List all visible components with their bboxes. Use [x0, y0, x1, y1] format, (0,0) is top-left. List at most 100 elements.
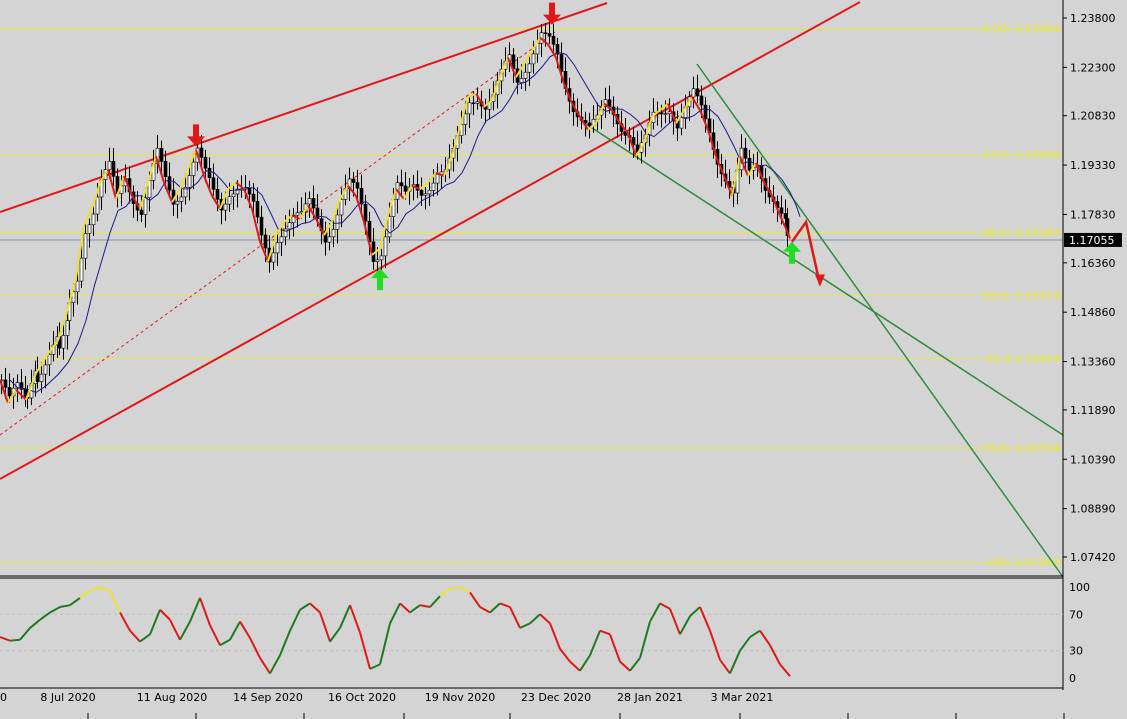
candle — [47, 342, 52, 377]
candle — [523, 61, 528, 91]
fast-moving-average-segment — [691, 96, 701, 111]
candle — [527, 56, 532, 87]
candle — [431, 168, 436, 197]
indicator-segment — [459, 586, 471, 594]
candle-body — [779, 207, 784, 214]
indicator-segment — [389, 602, 401, 624]
fib-label-2: 38.2- 1.17287 — [983, 226, 1060, 239]
indicator-segment — [689, 606, 701, 617]
price-tick-label: 1.20830 — [1070, 110, 1116, 123]
candle-body — [363, 203, 368, 222]
candle-body — [191, 161, 196, 176]
indicator-segment — [279, 630, 291, 656]
indicator-segment — [139, 633, 151, 643]
candle — [255, 187, 260, 224]
candle-body — [607, 99, 612, 108]
fibonacci-levels: 0.00- 1.23484 23.6- 1.19656 38.2- 1.17287 5… — [0, 22, 1063, 569]
fast-moving-average-segment — [531, 37, 541, 52]
candle-body — [419, 189, 424, 196]
fast-moving-average-segment — [227, 181, 237, 190]
indicator-segment — [779, 663, 791, 677]
fast-moving-average-segment — [371, 247, 381, 256]
indicator-segment — [319, 612, 331, 642]
fast-moving-average-segment — [603, 102, 613, 111]
candle — [467, 96, 472, 129]
candle — [379, 248, 384, 274]
candle — [427, 178, 432, 206]
candle-body — [295, 212, 300, 216]
candle — [423, 187, 428, 210]
candle — [7, 373, 12, 404]
candle-body — [387, 216, 392, 238]
fast-moving-average-segment — [299, 205, 309, 220]
fast-moving-average-segment — [739, 155, 749, 177]
projection-arrow — [790, 218, 822, 285]
candle — [61, 323, 66, 360]
price-tick-label: 1.16360 — [1070, 257, 1116, 270]
indicator-segment — [219, 638, 231, 647]
fast-moving-average-segment — [179, 168, 189, 190]
moving-averages — [0, 36, 801, 404]
fast-moving-average-segment — [539, 36, 549, 46]
candle-body — [247, 187, 252, 195]
candle-body — [519, 78, 524, 83]
candle — [691, 76, 696, 109]
fast-moving-average-segment — [323, 221, 333, 236]
fast-moving-average-segment — [363, 221, 373, 256]
fast-moving-average-segment — [579, 116, 589, 131]
fast-moving-average-segment — [15, 389, 27, 401]
candle-body — [463, 113, 468, 125]
fast-moving-average-segment — [195, 149, 205, 177]
indicator-segment — [599, 629, 611, 636]
candle-body — [527, 63, 532, 73]
candle — [355, 169, 360, 199]
candle — [631, 127, 636, 158]
fast-moving-average-segment — [555, 57, 565, 85]
indicator-segment — [149, 609, 161, 635]
candle — [747, 149, 752, 185]
candle-body — [315, 207, 320, 219]
candle-body — [79, 257, 84, 282]
fast-moving-average-segment — [755, 162, 765, 183]
fast-moving-average-segment — [139, 182, 149, 210]
candle-body — [279, 236, 284, 243]
candle — [603, 87, 608, 118]
candle — [695, 74, 700, 103]
date-label: 11 Aug 2020 — [137, 691, 207, 704]
candle-body — [235, 188, 240, 195]
fast-moving-average-segment — [747, 162, 757, 177]
candle-body — [383, 236, 388, 257]
candle — [175, 194, 180, 219]
fast-moving-average-segment — [667, 103, 677, 124]
fast-moving-average-segment — [395, 188, 405, 200]
candle — [259, 205, 264, 247]
indicator-segment — [249, 637, 261, 659]
candle-body — [61, 335, 66, 349]
fast-moving-average-segment — [7, 389, 17, 404]
fast-moving-average-segment — [25, 373, 37, 401]
indicator-segment — [299, 602, 311, 611]
indicator-segment — [569, 660, 581, 672]
date-axis: 0 8 Jul 2020 11 Aug 2020 14 Sep 2020 16 Oct … — [0, 691, 1065, 719]
fast-moving-average-segment — [155, 155, 165, 183]
candle-body — [783, 213, 788, 219]
fast-moving-average-segment — [99, 168, 109, 184]
candle-body — [559, 53, 564, 72]
indicator-segment — [559, 648, 571, 663]
fast-moving-average-segment — [771, 195, 781, 216]
indicator-segment — [489, 602, 501, 614]
fast-moving-average-segment — [683, 96, 693, 111]
fast-moving-average-segment — [283, 214, 293, 223]
candle-body — [159, 147, 164, 162]
candle-body — [435, 174, 440, 184]
fast-moving-average-segment — [203, 175, 213, 197]
candle — [187, 165, 192, 201]
indicator-segment — [709, 630, 721, 661]
indicator-segment — [729, 650, 741, 674]
buy-arrow-icon — [783, 241, 801, 264]
candle-body — [187, 175, 192, 188]
indicator-segment — [639, 621, 651, 659]
indicator-tick-label: 30 — [1069, 645, 1083, 658]
fast-moving-average-segment — [659, 102, 669, 111]
indicator-segment — [409, 604, 421, 614]
